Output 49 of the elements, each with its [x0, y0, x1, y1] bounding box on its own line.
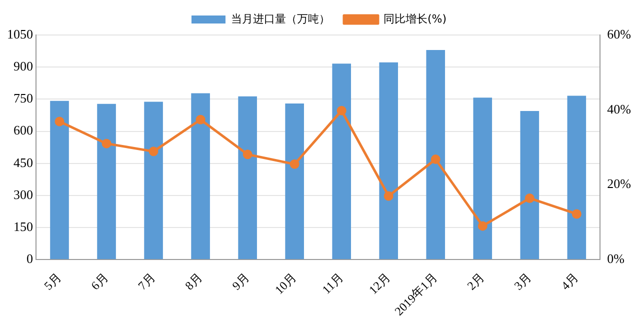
x-tick-label: 6月 — [88, 270, 111, 293]
bar — [473, 98, 492, 260]
y-tick-label: 300 — [14, 186, 33, 202]
x-tick-label: 10月 — [272, 270, 299, 298]
x-tick-label: 3月 — [511, 270, 534, 293]
x-tick-label: 11月 — [319, 270, 346, 297]
bar — [332, 64, 351, 260]
x-tick-label: 8月 — [182, 270, 205, 293]
bar — [520, 110, 540, 260]
point — [478, 221, 488, 231]
x-tick-label: 7月 — [135, 270, 158, 293]
bar — [238, 96, 257, 260]
bar — [426, 50, 446, 260]
legend-label: 当月进口量（万吨） — [230, 12, 330, 26]
y2-tick-label: 60% — [607, 26, 632, 42]
bar — [50, 100, 69, 260]
x-tick-label: 5月 — [41, 270, 64, 293]
y-tick-label: 750 — [14, 90, 33, 106]
point — [54, 116, 64, 126]
y2-tick-label: 0% — [607, 251, 625, 266]
point — [384, 191, 394, 201]
x-tick-label: 4月 — [558, 270, 582, 293]
point — [336, 106, 346, 116]
y-tick-label: 150 — [14, 218, 33, 234]
point — [102, 138, 112, 148]
x-tick-label: 2月 — [464, 270, 487, 293]
point — [572, 209, 582, 219]
point — [524, 193, 534, 203]
legend-label: 同比增长(%) — [383, 12, 447, 26]
x-tick-label: 9月 — [229, 270, 252, 293]
x-tick-label: 12月 — [366, 270, 393, 298]
y-tick-label: 1050 — [7, 26, 33, 42]
point — [196, 114, 206, 124]
y-tick-label: 0 — [26, 251, 33, 266]
point — [290, 159, 300, 169]
bar — [379, 62, 398, 260]
point — [148, 146, 158, 156]
point — [430, 154, 440, 164]
bar — [97, 104, 116, 260]
bar — [191, 93, 210, 260]
y-tick-label: 900 — [14, 58, 33, 74]
bar — [144, 102, 163, 260]
y-tick-label: 450 — [14, 154, 33, 170]
point — [242, 150, 252, 160]
y2-tick-label: 40% — [607, 101, 632, 116]
bar — [567, 96, 586, 260]
y2-tick-label: 20% — [607, 176, 632, 192]
y-tick-label: 600 — [14, 122, 33, 138]
bar — [285, 103, 304, 260]
